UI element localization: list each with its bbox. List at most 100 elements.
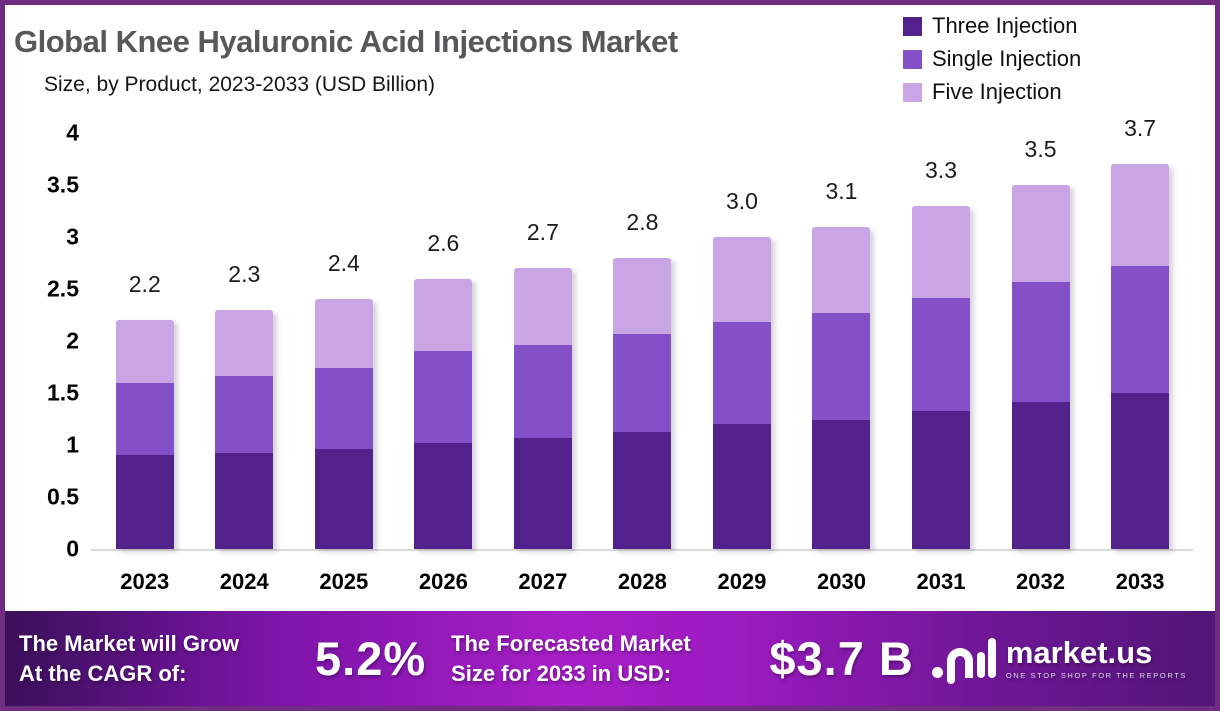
x-axis-label: 2027 [518,569,568,594]
legend-label: Three Injection [932,13,1078,38]
x-axis-line [91,549,1193,551]
legend-item-1[interactable]: Single Injection [903,46,1081,72]
bar-segment-five-injection[interactable] [513,268,572,346]
legend-swatch-icon [903,16,922,36]
footer-banner: The Market will Grow At the CAGR of: 5.2… [5,611,1215,706]
bar-total-label: 3.0 [725,188,758,214]
bar-segment-three-injection[interactable] [513,437,572,549]
bar-segment-five-injection[interactable] [1011,185,1070,282]
y-axis-tick: 0 [66,535,79,562]
plot-area: 2.2 2023 2.3 2024 2.4 2025 2.6 2026 2.7 2027 2.8 20… [95,115,1190,594]
bar-total-label: 3.5 [1024,136,1057,162]
y-axis-tick: 1.5 [47,379,79,406]
cagr-value: 5.2% [315,632,427,685]
bar-segment-single-injection[interactable] [1111,266,1170,394]
stacked-bar [812,226,871,549]
bar-segment-single-injection[interactable] [712,322,771,425]
bar-segment-single-injection[interactable] [314,368,373,450]
bar-segment-five-injection[interactable] [115,320,174,383]
stacked-bar [912,205,970,549]
bar-segment-single-injection[interactable] [115,382,174,456]
y-axis-tick: 2 [66,327,79,354]
bar-segment-three-injection[interactable] [613,431,672,549]
bar-segment-three-injection[interactable] [314,449,373,549]
legend-swatch-icon [903,82,922,102]
bar-total-label: 2.3 [228,260,261,287]
bar-segment-single-injection[interactable] [414,351,473,443]
legend-label: Single Injection [932,46,1082,71]
bar-total-label: 2.8 [626,208,659,235]
bar-group: 2.6 2026 [394,133,493,594]
bar-total-label: 3.1 [825,177,858,204]
y-axis-tick: 2.5 [47,275,79,302]
bar-total-label: 2.2 [128,271,161,298]
stacked-bar [712,237,771,549]
bar-group: 3.7 2033 [1091,115,1190,594]
legend-item-0[interactable]: Three Injection [903,13,1081,39]
legend: Three Injection Single Injection Five Inje… [903,13,1081,105]
bar-segment-single-injection[interactable] [912,298,970,411]
y-axis-tick: 4 [66,119,79,146]
bar-total-label: 2.6 [427,229,460,256]
legend-label: Five Injection [932,79,1062,104]
forecast-label-line1: The Forecasted Market [451,630,691,656]
y-axis-tick: 3 [66,223,79,250]
marketus-logo[interactable]: market.us ONE STOP SHOP FOR THE REPORTS [931,632,1187,686]
bar-segment-five-injection[interactable] [1111,164,1170,267]
stacked-bar [314,299,373,549]
x-axis-label: 2026 [418,569,468,594]
x-axis-label: 2024 [219,569,269,594]
bar-segment-three-injection[interactable] [912,410,970,549]
bar-group: 2.3 2024 [195,133,294,594]
stacked-bar [215,309,274,549]
bar-segment-three-injection[interactable] [215,453,274,549]
chart: 4 3.5 3 2.5 2 1.5 1 0.5 0 2.2 2023 2.3 2024 2.4 2025 2… [5,5,1215,706]
stacked-bar [1011,185,1070,549]
bar-total-label: 2.7 [526,219,559,246]
y-axis-tick: 3.5 [47,171,79,198]
bar-segment-three-injection[interactable] [712,424,771,549]
x-axis-label: 2028 [617,569,667,594]
bar-segment-five-injection[interactable] [912,205,970,299]
x-axis-label: 2032 [1016,569,1066,594]
stacked-bar [613,257,672,549]
bar-segment-five-injection[interactable] [812,226,871,313]
y-axis: 4 3.5 3 2.5 2 1.5 1 0.5 0 [5,120,79,562]
bar-segment-single-injection[interactable] [215,376,274,454]
y-axis-tick: 0.5 [47,483,79,510]
bar-segment-five-injection[interactable] [414,278,473,352]
bar-group: 3.1 2030 [792,133,891,594]
bar-group: 3.5 2032 [991,133,1090,594]
bar-segment-single-injection[interactable] [812,312,871,421]
bar-segment-three-injection[interactable] [812,420,871,549]
header: Global Knee Hyaluronic Acid Injections M… [14,24,904,97]
bar-segment-five-injection[interactable] [314,299,373,369]
page-title: Global Knee Hyaluronic Acid Injections M… [14,24,678,59]
bar-segment-three-injection[interactable] [115,455,174,549]
bar-segment-three-injection[interactable] [1111,393,1170,549]
legend-swatch-icon [903,49,922,69]
bar-segment-single-injection[interactable] [1011,281,1070,403]
brand-tagline: ONE STOP SHOP FOR THE REPORTS [1005,671,1187,680]
bar-segment-five-injection[interactable] [613,257,672,334]
x-axis-label: 2023 [120,569,170,594]
bar-total-label: 3.3 [925,156,957,183]
bar-segment-three-injection[interactable] [414,442,473,549]
bar-segment-three-injection[interactable] [1011,402,1070,549]
cagr-label-line2: At the CAGR of: [19,660,187,686]
bar-group: 2.7 2027 [494,133,593,594]
bar-group: 2.8 2028 [593,133,692,594]
x-axis-label: 2031 [916,569,966,594]
bar-total-label: 2.4 [327,250,360,277]
y-axis-tick: 1 [66,431,79,458]
cagr-label-line1: The Market will Grow [19,630,240,656]
bar-group: 2.2 2023 [95,133,194,594]
x-axis-label: 2030 [816,569,866,594]
legend-item-2[interactable]: Five Injection [903,79,1081,105]
bar-segment-five-injection[interactable] [215,309,274,377]
bar-segment-five-injection[interactable] [712,237,771,323]
bar-segment-single-injection[interactable] [613,333,672,432]
bar-group: 3.3 2031 [892,133,991,594]
bar-segment-single-injection[interactable] [513,345,572,438]
